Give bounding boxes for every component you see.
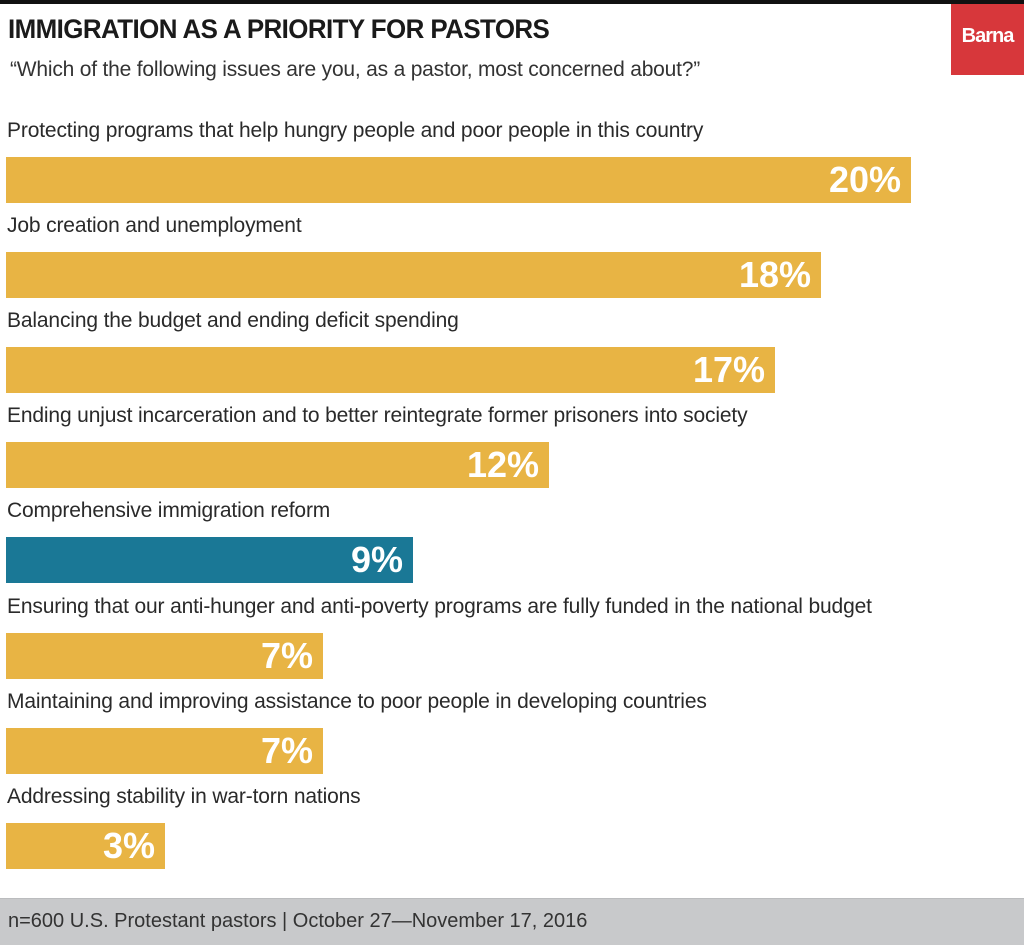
bar-value-label: 7% xyxy=(260,634,313,676)
bar-label: Ending unjust incarceration and to bette… xyxy=(7,404,748,428)
footer-note: n=600 U.S. Protestant pastors | October … xyxy=(8,910,588,932)
bar: 20% xyxy=(6,157,911,203)
chart-title: IMMIGRATION AS A PRIORITY FOR PASTORS xyxy=(8,14,550,44)
bar-value-label: 7% xyxy=(260,729,313,771)
bar-value-label: 18% xyxy=(738,254,811,296)
bar-label: Ensuring that our anti-hunger and anti-p… xyxy=(7,594,872,618)
bar: 17% xyxy=(6,347,775,394)
top-border xyxy=(0,0,1024,4)
footer-band: n=600 U.S. Protestant pastors | October … xyxy=(0,898,1024,945)
bar-value-label: 20% xyxy=(828,159,901,200)
bar-value-label: 12% xyxy=(466,444,539,486)
bar-value-label: 17% xyxy=(692,349,765,391)
bar-value-label: 9% xyxy=(350,539,403,581)
bar-highlighted: 9% xyxy=(6,537,413,584)
bar: 12% xyxy=(6,442,549,489)
bar: 7% xyxy=(6,632,323,679)
bar: 7% xyxy=(6,727,323,774)
bar-label: Balancing the budget and ending deficit … xyxy=(7,309,459,333)
bar-label: Addressing stability in war-torn nations xyxy=(7,784,361,808)
bar: 3% xyxy=(6,822,165,869)
logo-text: Barna xyxy=(961,25,1015,47)
bar: 18% xyxy=(6,252,821,299)
bar-label: Job creation and unemployment xyxy=(7,214,302,238)
chart-subtitle: “Which of the following issues are you, … xyxy=(10,58,701,81)
bar-label: Protecting programs that help hungry peo… xyxy=(7,119,704,142)
bar-label: Comprehensive immigration reform xyxy=(7,499,331,523)
barna-logo: Barna xyxy=(951,4,1024,75)
bar-label: Maintaining and improving assistance to … xyxy=(7,689,707,713)
bar-value-label: 3% xyxy=(102,824,155,866)
